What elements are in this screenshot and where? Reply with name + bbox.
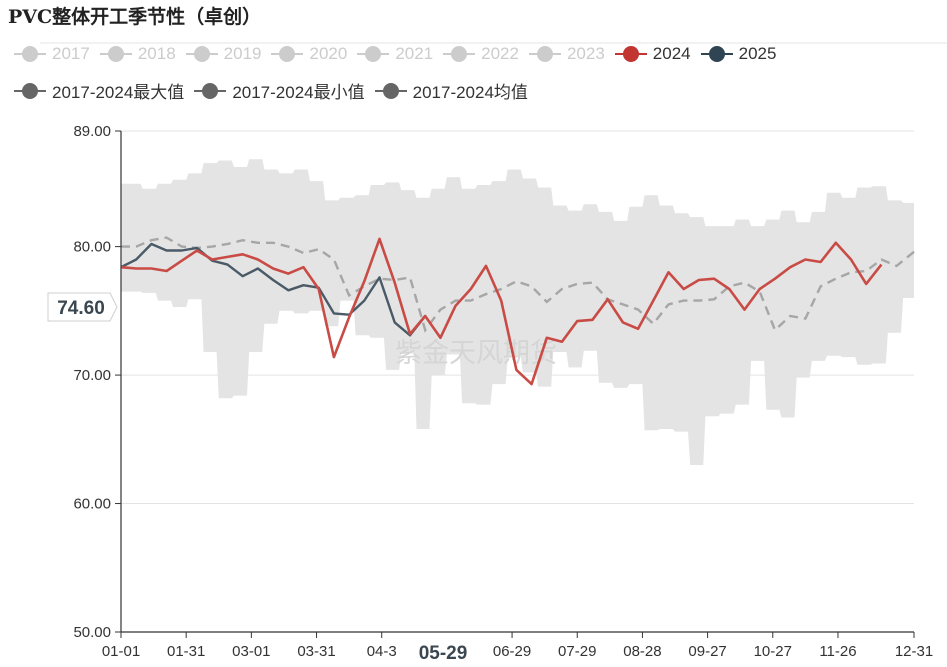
series-line-avg — [121, 236, 915, 333]
series-lines — [120, 236, 915, 386]
legend-item-2017-2024均值[interactable]: 2017-2024均值 — [374, 78, 528, 103]
legend-marker-icon — [374, 82, 407, 100]
x-tick-label: 06-29 — [493, 643, 531, 660]
x-axis-ticks: 01-01 01-31 03-01 03-31 04-3 06-29 07-29 08-28 0… — [102, 632, 933, 660]
legend-label: 2020 — [309, 44, 348, 63]
x-tooltip: 05-29 — [404, 635, 484, 667]
axes — [120, 131, 914, 633]
legend-label: 2017-2024最小值 — [232, 83, 365, 102]
x-tick-label: 12-31 — [895, 643, 933, 660]
legend-item-2019[interactable]: 2019 — [185, 44, 262, 64]
y-tick-label: 50.00 — [73, 624, 111, 641]
legend-marker-icon — [99, 45, 132, 63]
legend-label: 2025 — [738, 44, 777, 63]
max-min-band — [121, 159, 914, 466]
x-tooltip-box — [404, 635, 484, 667]
x-tick-label: 07-29 — [558, 643, 596, 660]
x-tick-label: 10-27 — [754, 643, 792, 660]
legend-label: 2018 — [137, 44, 176, 63]
x-tick-label: 09-27 — [688, 643, 726, 660]
legend-item-2023[interactable]: 2023 — [528, 44, 605, 64]
y-tick-label: 89.00 — [73, 123, 111, 140]
y-tick-label: 70.00 — [73, 367, 111, 384]
legend-item-2020[interactable]: 2020 — [271, 44, 347, 64]
legend-item-2017-2024最大值[interactable]: 2017-2024最大值 — [14, 78, 184, 103]
legend-label: 2017-2024最大值 — [52, 83, 185, 102]
legend-item-2017-2024最小值[interactable]: 2017-2024最小值 — [194, 78, 365, 103]
x-tick-label: 04-3 — [367, 643, 397, 660]
legend-item-2021[interactable]: 2021 — [357, 44, 433, 64]
max-min-band-area — [121, 159, 914, 466]
series-line-2024 — [120, 237, 883, 386]
series-line-2025 — [120, 242, 427, 337]
legend-label: 2023 — [566, 44, 605, 63]
legend-item-2022[interactable]: 2022 — [443, 44, 519, 64]
legend-row-2: 2017-2024最大值 2017-2024最小值 2017-2024均值 — [14, 78, 538, 103]
watermark: 紫金天风期货 — [395, 338, 557, 369]
legend-marker-icon — [443, 45, 476, 63]
x-tick-label: 11-26 — [819, 643, 856, 660]
legend-label: 2022 — [481, 44, 519, 63]
legend-marker-icon — [271, 45, 304, 63]
x-tick-label: 08-28 — [623, 643, 661, 660]
legend-label: 2017-2024均值 — [412, 83, 528, 102]
y-axis-ticks: 50.00 60.00 70.00 80.00 89.00 — [73, 123, 121, 641]
legend-row-1: 2017 2018 2019 2020 2021 2022 2023 2024 2025 — [14, 44, 786, 64]
y-tooltip: 74.60 — [47, 292, 118, 322]
x-tick-label: 03-01 — [232, 643, 270, 660]
legend-marker-icon — [14, 82, 46, 100]
legend-marker-icon — [357, 45, 390, 63]
legend-label: 2021 — [395, 44, 434, 63]
legend-item-2025[interactable]: 2025 — [700, 44, 777, 64]
legend-marker-icon — [14, 45, 46, 63]
legend-item-2017[interactable]: 2017 — [14, 44, 90, 64]
x-tick-label: 01-01 — [102, 643, 140, 660]
y-tick-label: 60.00 — [73, 496, 111, 513]
legend-marker-icon — [194, 82, 227, 100]
legend-item-2018[interactable]: 2018 — [99, 44, 176, 64]
y-tooltip-box — [47, 292, 118, 322]
legend-marker-icon — [614, 45, 647, 63]
legend-marker-icon — [700, 45, 733, 63]
y-tooltip-label: 74.60 — [57, 298, 105, 319]
chart-title: PVC整体开工季节性（卓创） — [8, 6, 262, 28]
legend-label: 2017 — [52, 44, 90, 63]
legend-item-2024[interactable]: 2024 — [614, 44, 691, 64]
x-tick-label: 01-31 — [167, 643, 205, 660]
legend-label: 2024 — [652, 44, 691, 63]
legend-marker-icon — [528, 45, 561, 63]
x-tooltip-label: 05-29 — [419, 643, 468, 664]
x-tick-label: 03-31 — [297, 643, 335, 660]
legend-label: 2019 — [223, 44, 262, 63]
legend-marker-icon — [185, 45, 218, 63]
y-tick-label: 80.00 — [73, 239, 111, 256]
